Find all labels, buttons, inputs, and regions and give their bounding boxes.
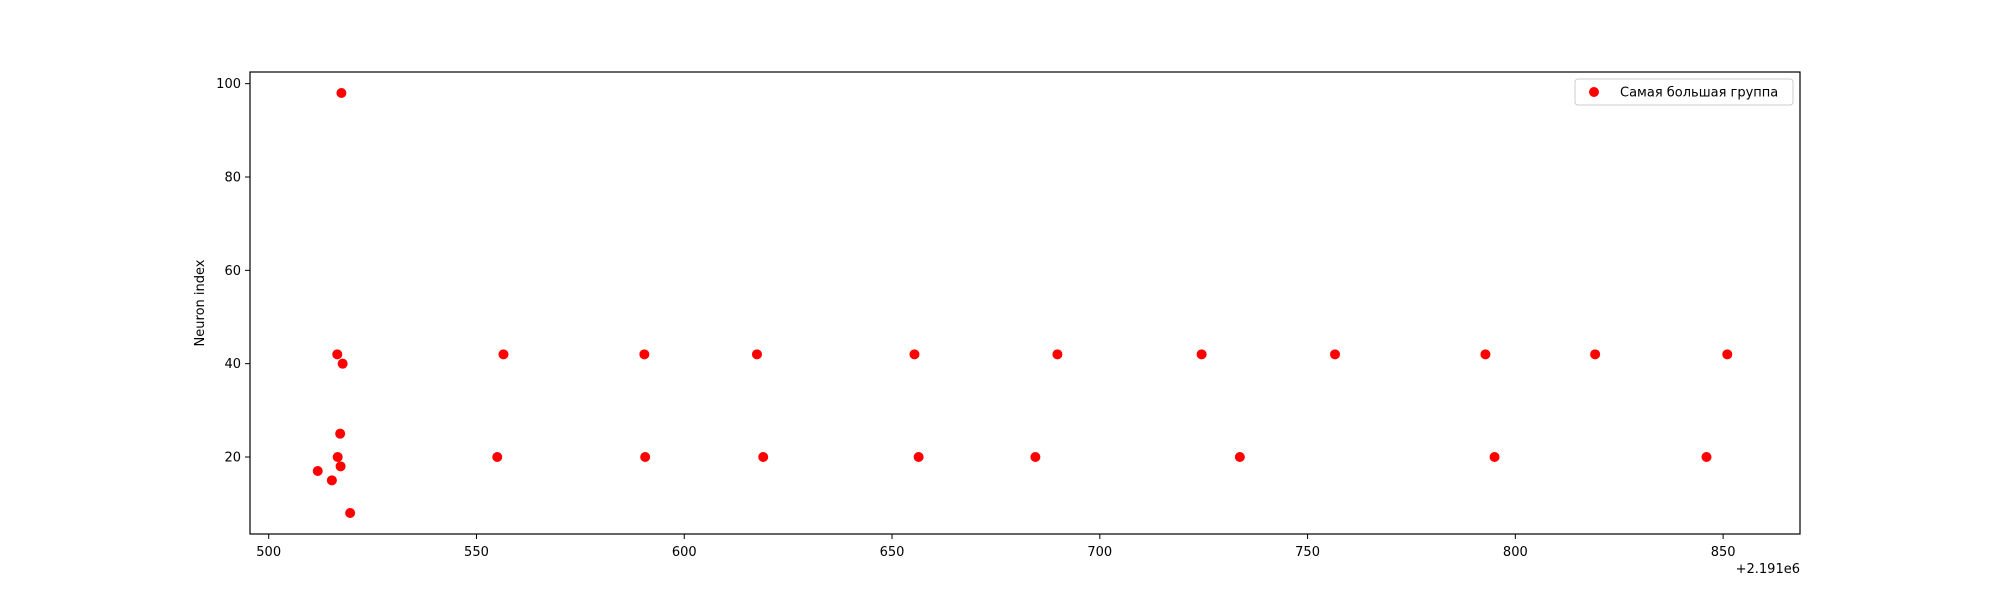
x-tick-label: 800 <box>1503 545 1528 560</box>
plot-frame <box>249 71 1801 535</box>
legend: Самая большая группа <box>1574 78 1794 106</box>
data-point <box>335 461 346 472</box>
data-point <box>1480 349 1491 360</box>
data-point <box>498 349 509 360</box>
data-point <box>332 349 343 360</box>
data-point <box>1030 452 1041 462</box>
y-tick-label: 60 <box>224 264 241 279</box>
x-tick-label: 850 <box>1711 545 1736 560</box>
axis-ticks: 500 550 600 650 700 750 800 850 20 40 60 80 100 <box>216 77 1735 560</box>
legend-marker <box>1589 87 1599 97</box>
data-point <box>492 452 503 462</box>
y-tick-label: 40 <box>224 357 241 372</box>
x-axis-offset-label: +2.191e6 <box>1736 562 1800 577</box>
data-point <box>1722 349 1733 360</box>
data-point <box>336 88 347 98</box>
data-point <box>337 358 348 369</box>
data-point <box>639 349 650 360</box>
x-tick-label: 500 <box>256 545 281 560</box>
data-point <box>1234 452 1245 462</box>
data-point <box>1330 349 1340 360</box>
data-point <box>1590 349 1601 360</box>
data-point <box>751 349 762 360</box>
data-point <box>1196 349 1207 360</box>
data-point <box>312 466 323 476</box>
data-point <box>640 452 651 462</box>
x-tick-label: 700 <box>1087 545 1112 560</box>
data-point <box>1489 452 1500 462</box>
data-point <box>345 508 356 518</box>
data-point <box>335 428 346 439</box>
x-tick-label: 650 <box>880 545 905 560</box>
data-points <box>312 88 1733 518</box>
x-tick-label: 750 <box>1295 545 1320 560</box>
y-tick-label: 100 <box>216 77 241 92</box>
legend-box <box>1574 78 1794 106</box>
y-tick-label: 20 <box>224 451 241 466</box>
data-point <box>758 452 769 462</box>
data-point <box>326 475 337 486</box>
x-tick-label: 600 <box>672 545 697 560</box>
data-point <box>1052 349 1063 360</box>
x-tick-label: 550 <box>464 545 489 560</box>
data-point <box>913 452 924 462</box>
data-point <box>909 349 920 360</box>
y-tick-label: 80 <box>224 171 241 186</box>
y-axis-label: Neuron index <box>193 259 208 346</box>
data-point <box>332 452 343 462</box>
data-point <box>1701 452 1712 462</box>
legend-label: Самая большая группа <box>1620 86 1778 101</box>
